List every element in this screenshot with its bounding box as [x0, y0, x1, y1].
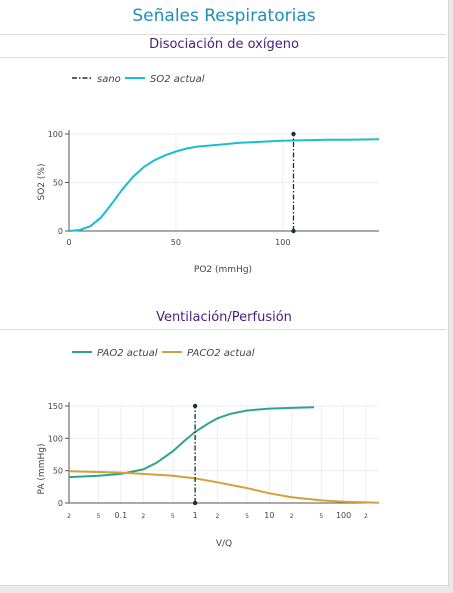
- chart2-x-tick-label: 100: [336, 511, 351, 520]
- chart1-legend: sano SO2 actual: [72, 74, 205, 85]
- chart2-x-tick-label: 5: [319, 513, 323, 520]
- chart1-y-tick-label: 0: [58, 227, 63, 236]
- chart1-y-tick-label: 100: [48, 130, 63, 139]
- chart2-x-axis-label: V/Q: [216, 539, 232, 549]
- chart1-x-tick-label: 0: [66, 238, 71, 247]
- chart1-x-tick-label: 50: [171, 238, 181, 247]
- chart2-x-tick-label: 2: [216, 513, 220, 520]
- chart2-x-tick-label: 2: [141, 513, 145, 520]
- pao2-actual-line: [68, 406, 315, 479]
- ventilation-perfusion-chart: PAO2 actual PACO2 actual 2 5 0.1 2 5 1 2 5 10 2 5 1…: [37, 348, 380, 549]
- chart2-title: Ventilación/Perfusión: [156, 310, 292, 325]
- so2-actual-line: [68, 138, 380, 232]
- sano-point-top: [291, 131, 296, 137]
- chart1-y-tick-label: 50: [53, 179, 63, 188]
- vq-sano-point-top: [192, 403, 198, 409]
- chart1-x-axis-label: PO2 (mmHg): [194, 265, 252, 275]
- chart2-y-tick-label: 50: [53, 467, 63, 476]
- sano-point-bottom: [291, 228, 296, 234]
- chart2-y-axis-label: PA (mmHg): [37, 444, 47, 495]
- chart2-x-tick-label: 5: [171, 513, 175, 520]
- chart1-y-axis-label: SO2 (%): [37, 164, 47, 201]
- paco2-actual-line: [68, 470, 380, 504]
- chart2-x-tick-label: 2: [67, 513, 71, 520]
- chart2-y-tick-label: 100: [48, 434, 63, 443]
- chart2-x-tick-label: 2: [290, 513, 294, 520]
- chart1-x-tick-label: 100: [275, 238, 290, 247]
- legend-label-so2[interactable]: SO2 actual: [150, 74, 205, 85]
- chart2-divider: [0, 329, 446, 330]
- legend-label-paco2[interactable]: PACO2 actual: [187, 348, 255, 359]
- chart2-x-tick-label: 10: [264, 511, 274, 520]
- chart2-x-tick-label: 5: [97, 513, 101, 520]
- legend-label-sano[interactable]: sano: [97, 74, 121, 85]
- chart2-y-tick-label: 150: [48, 402, 63, 411]
- chart2-y-tick-label: 0: [58, 499, 63, 508]
- legend-label-pao2[interactable]: PAO2 actual: [97, 348, 158, 359]
- title-divider: [0, 34, 446, 35]
- chart2-x-tick-label: 0.1: [115, 511, 128, 520]
- chart2-legend: PAO2 actual PACO2 actual: [72, 348, 255, 359]
- chart2-x-tick-label: 5: [245, 513, 249, 520]
- chart2-x-tick-label: 2: [364, 513, 368, 520]
- vq-sano-point-bottom: [192, 500, 198, 506]
- chart1-title: Disociación de oxígeno: [149, 37, 299, 52]
- chart1-divider: [0, 57, 446, 58]
- chart2-x-tick-label: 1: [193, 511, 198, 520]
- signals-panel: Señales Respiratorias Disociación de oxí…: [0, 0, 449, 586]
- panel-title: Señales Respiratorias: [132, 6, 316, 26]
